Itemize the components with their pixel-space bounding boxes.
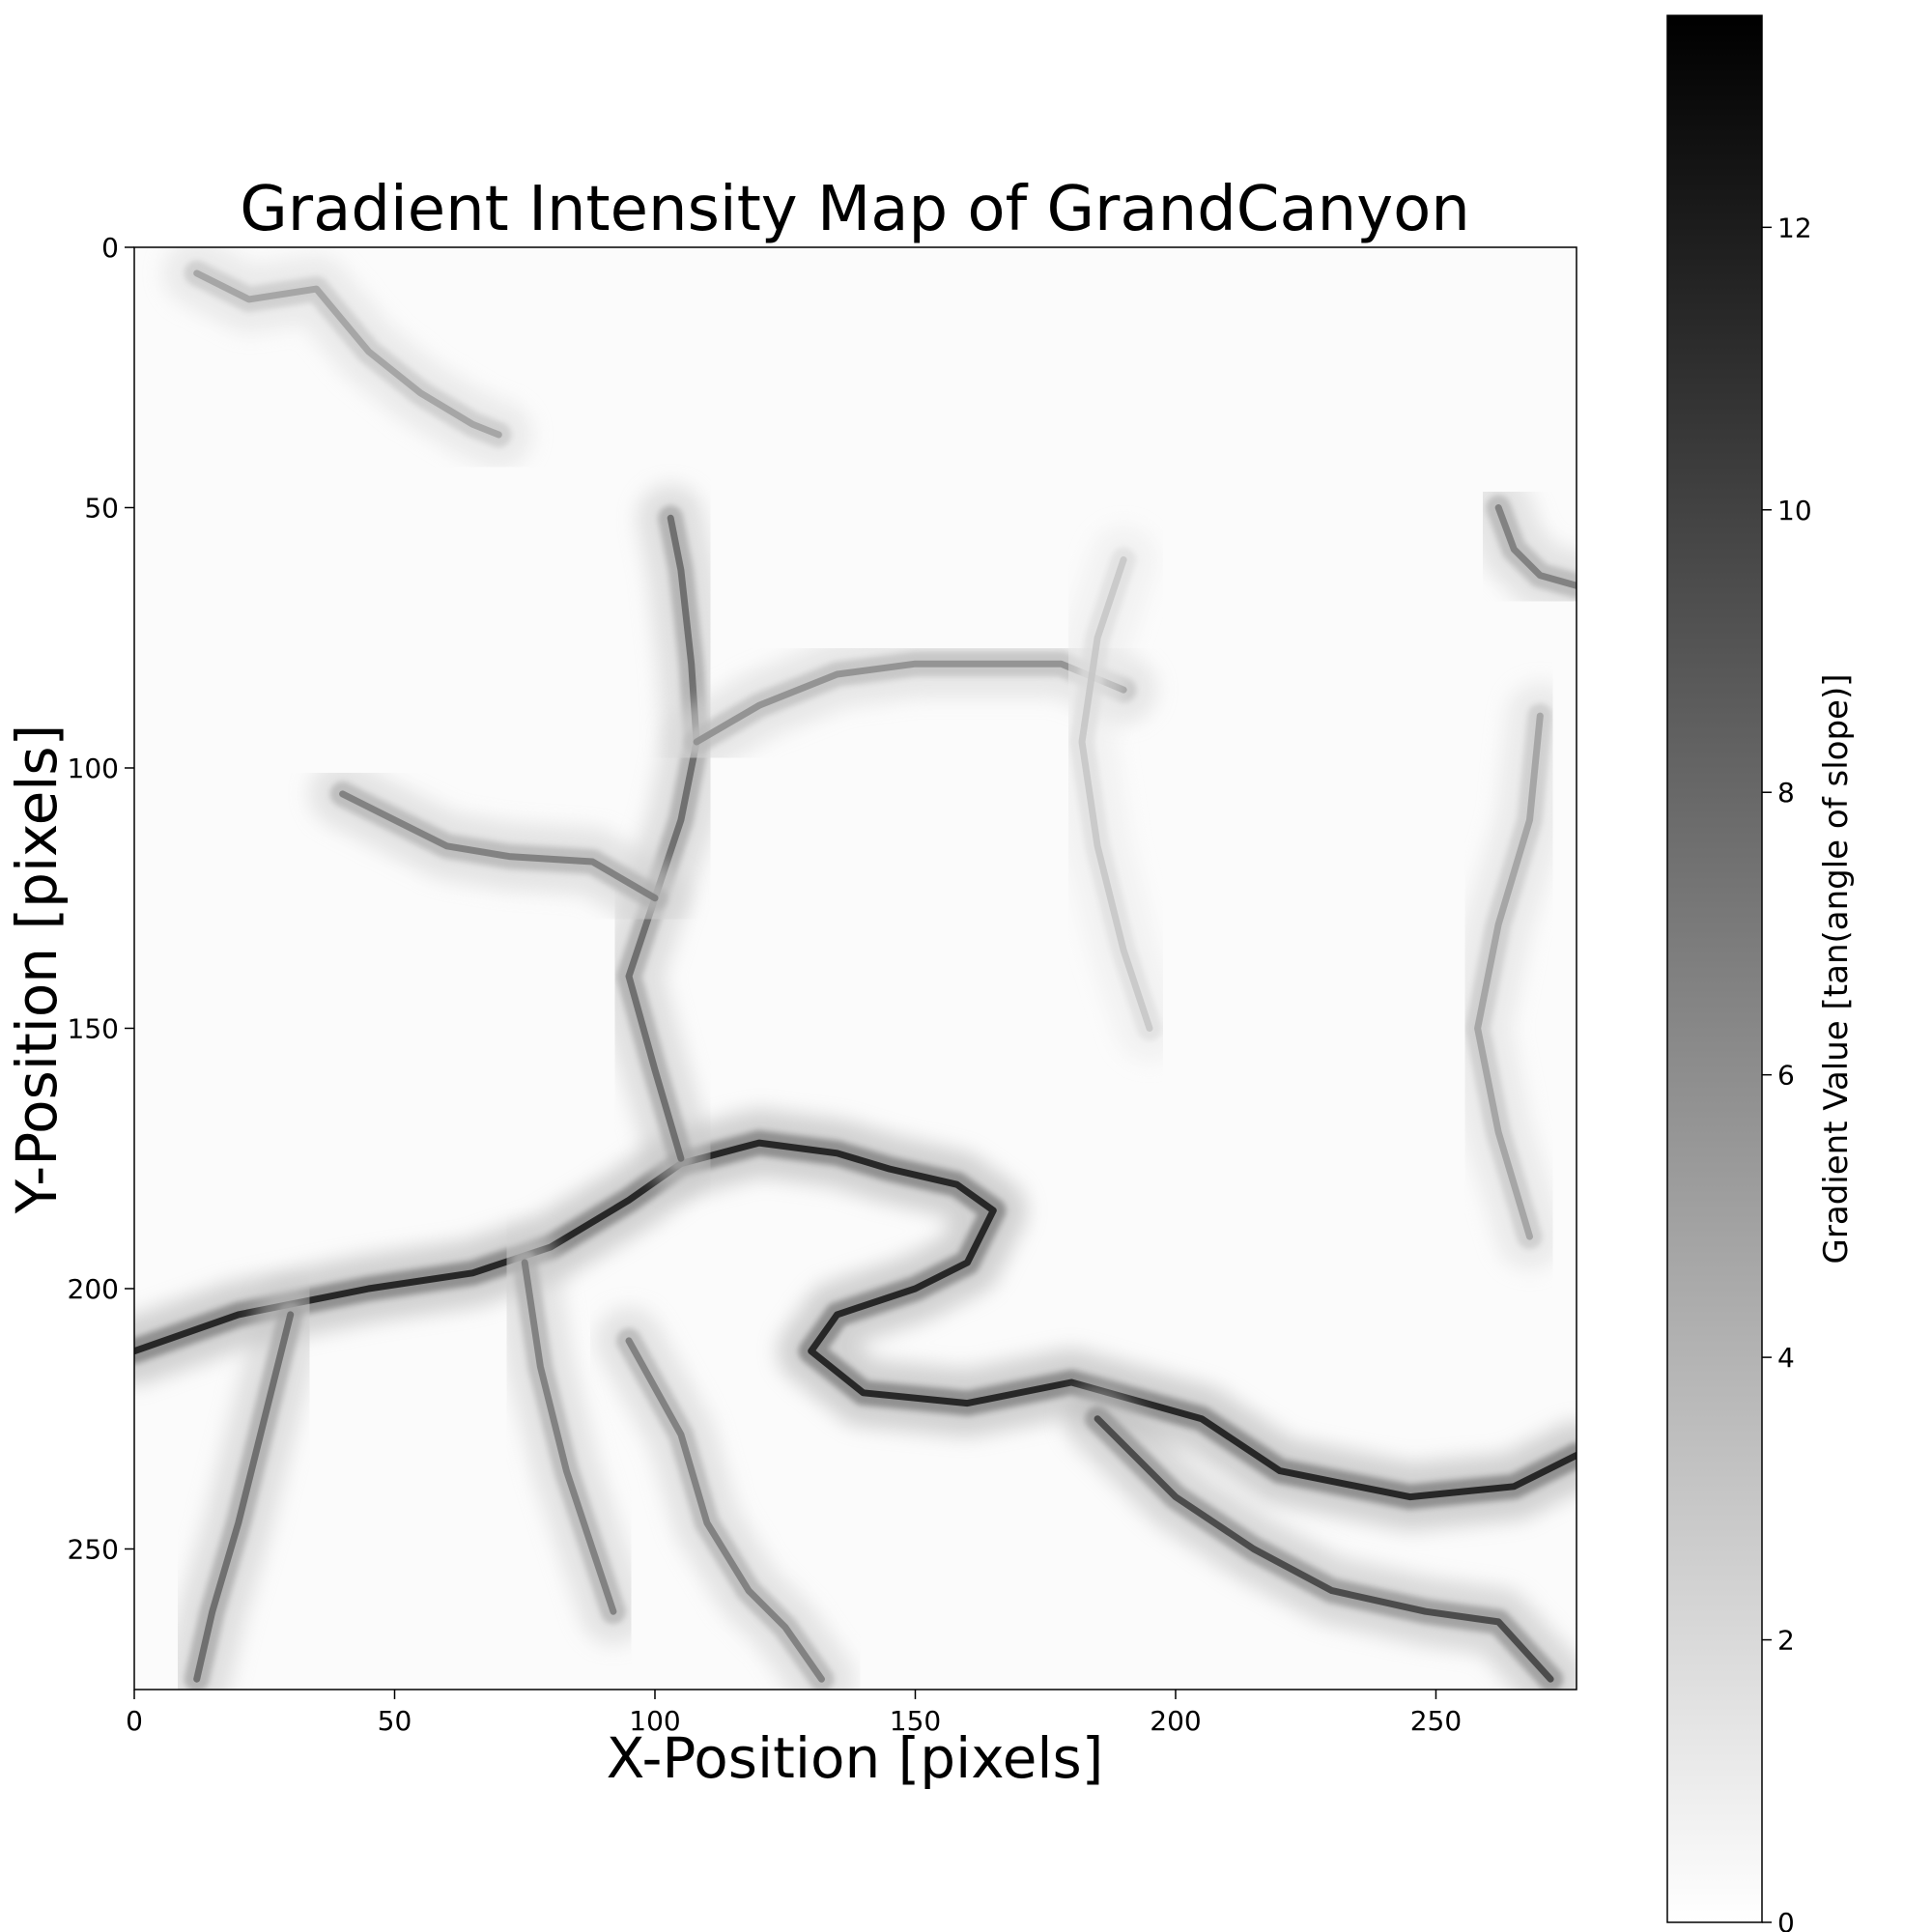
heatmap-feature-core-north-tributary — [625, 514, 700, 1162]
heatmap-feature-core-south-branch-b — [625, 1337, 825, 1683]
x-tick-label: 0 — [126, 1705, 143, 1737]
colorbar: 0 2 4 6 8 10 12 Gradient Value [tan(angle of s… — [1666, 14, 1856, 1932]
y-axis-ticks: 0 50 100 150 200 250 — [68, 232, 134, 1565]
y-tick-label: 250 — [68, 1533, 119, 1565]
y-tick-label: 150 — [68, 1012, 119, 1044]
colorbar-tick-label: 12 — [1777, 212, 1812, 243]
heatmap-feature-core-northwest-branch — [339, 790, 659, 902]
x-tick-label: 50 — [378, 1705, 412, 1737]
heatmap-feature-core-south-branch-a — [521, 1259, 617, 1615]
plot-area — [133, 246, 1577, 1690]
colorbar-tick-label: 4 — [1777, 1342, 1795, 1374]
y-tick-label: 200 — [68, 1273, 119, 1305]
y-tick-label: 50 — [84, 492, 119, 524]
x-tick-label: 150 — [890, 1705, 941, 1737]
colorbar-tick-label: 6 — [1777, 1060, 1795, 1092]
heatmap-feature-core-north-edge-ridges — [193, 270, 502, 439]
x-axis-label: X-Position [pixels] — [607, 1725, 1104, 1791]
colorbar-tick-label: 10 — [1777, 495, 1812, 526]
heatmap-feature-core-northeast-arc — [1494, 504, 1577, 589]
plot-frame — [133, 246, 1577, 1690]
x-tick-label: 100 — [629, 1705, 680, 1737]
heatmap-feature-core-southwest-tributary — [193, 1311, 295, 1683]
heatmap-feature-core-central-east-valley — [1078, 555, 1153, 1032]
x-axis-ticks: 0 50 100 150 200 250 — [126, 1690, 1462, 1737]
x-tick-label: 250 — [1410, 1705, 1462, 1737]
colorbar-tick-label: 2 — [1777, 1625, 1795, 1657]
chart-title: Gradient Intensity Map of GrandCanyon — [240, 174, 1470, 245]
colorbar-tick-label: 0 — [1777, 1907, 1795, 1932]
colorbar-ticks: 0 2 4 6 8 10 12 — [1762, 212, 1812, 1932]
y-tick-label: 0 — [101, 232, 119, 264]
x-tick-label: 200 — [1150, 1705, 1201, 1737]
heatmap-feature-core-southeast-rim — [1094, 1415, 1554, 1683]
heatmap-image — [134, 247, 1577, 1690]
heatmap-feature-core-east-cliff — [1474, 712, 1544, 1240]
y-axis-label: Y-Position [pixels] — [4, 724, 70, 1214]
colorbar-scale — [1666, 14, 1763, 1923]
colorbar-label: Gradient Value [tan(angle of slope)] — [1817, 674, 1856, 1264]
colorbar-tick-label: 8 — [1777, 777, 1795, 809]
y-tick-label: 100 — [68, 753, 119, 784]
